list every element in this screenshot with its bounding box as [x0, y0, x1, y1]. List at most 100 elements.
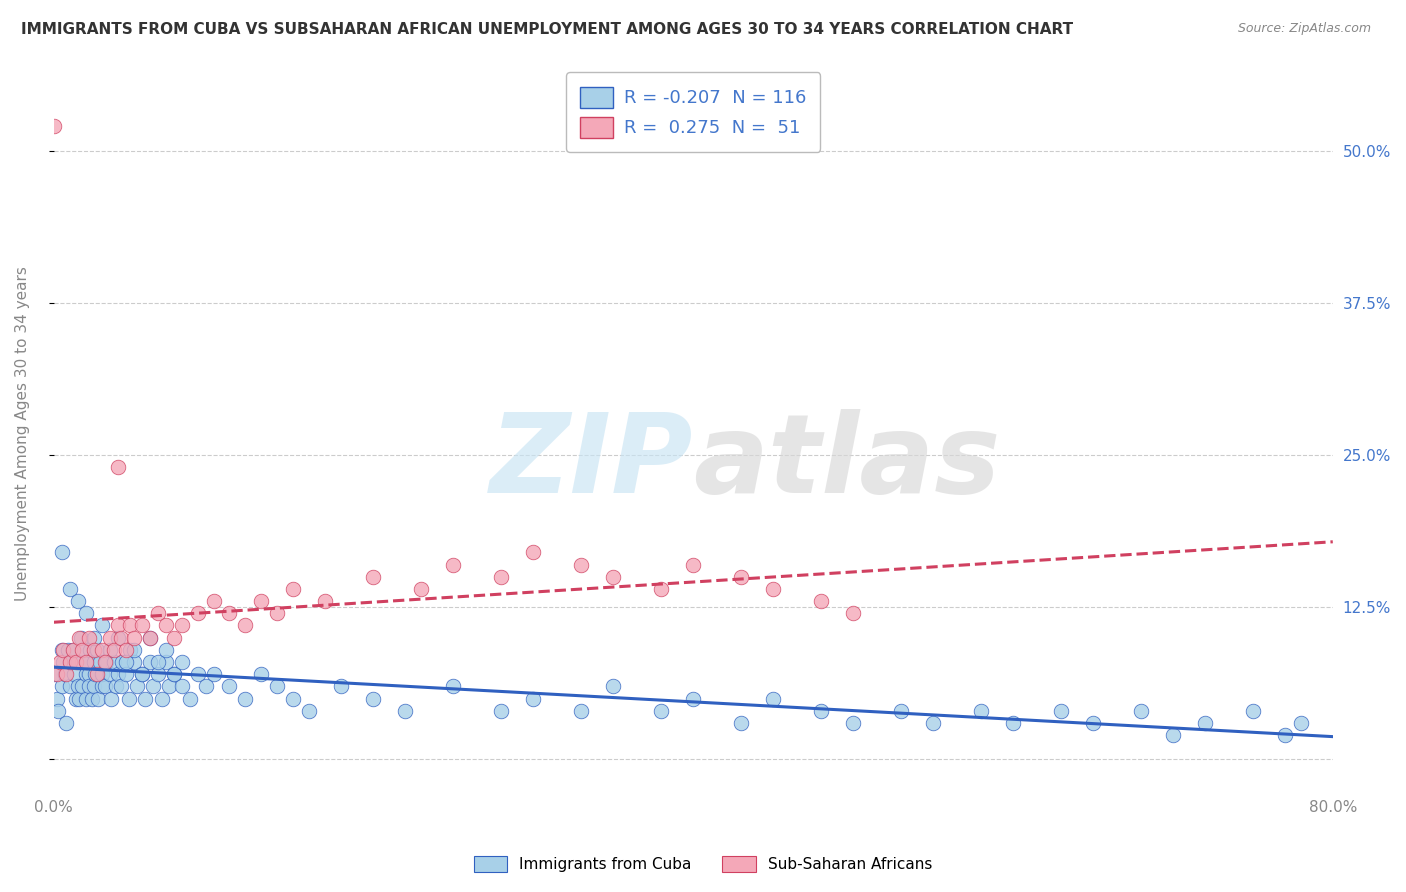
Point: [1001, 715, 1024, 730]
Point: [155, 618, 177, 632]
Point: [94, 655, 117, 669]
Point: [170, 679, 193, 693]
Legend: R = -0.207  N = 116, R =  0.275  N =  51: R = -0.207 N = 116, R = 0.275 N = 51: [565, 72, 821, 153]
Point: [114, 667, 136, 681]
Point: [103, 655, 125, 669]
Point: [650, 582, 672, 596]
Point: [157, 679, 180, 693]
Point: [56, 643, 79, 657]
Point: [122, 631, 145, 645]
Point: [87, 691, 110, 706]
Point: [150, 691, 173, 706]
Point: [63, 667, 86, 681]
Point: [170, 618, 193, 632]
Point: [142, 679, 165, 693]
Point: [77, 631, 100, 645]
Point: [114, 655, 136, 669]
Point: [66, 594, 89, 608]
Point: [51, 545, 73, 559]
Point: [1241, 704, 1264, 718]
Y-axis label: Unemployment Among Ages 30 to 34 years: Unemployment Among Ages 30 to 34 years: [15, 267, 30, 601]
Point: [83, 643, 105, 657]
Point: [363, 570, 385, 584]
Point: [1129, 704, 1152, 718]
Point: [72, 655, 94, 669]
Text: Source: ZipAtlas.com: Source: ZipAtlas.com: [1237, 22, 1371, 36]
Point: [52, 643, 75, 657]
Point: [569, 704, 592, 718]
Point: [650, 704, 672, 718]
Point: [59, 679, 82, 693]
Point: [394, 704, 416, 718]
Point: [90, 643, 112, 657]
Point: [138, 655, 160, 669]
Point: [522, 691, 544, 706]
Point: [66, 679, 89, 693]
Point: [75, 607, 97, 621]
Point: [602, 679, 624, 693]
Point: [922, 715, 945, 730]
Point: [146, 667, 169, 681]
Point: [96, 655, 118, 669]
Point: [1081, 715, 1104, 730]
Point: [266, 607, 288, 621]
Point: [62, 643, 84, 657]
Point: [69, 631, 91, 645]
Point: [52, 655, 75, 669]
Point: [79, 643, 101, 657]
Point: [66, 655, 89, 669]
Point: [202, 594, 225, 608]
Point: [1289, 715, 1312, 730]
Point: [194, 679, 217, 693]
Point: [314, 594, 336, 608]
Point: [120, 618, 142, 632]
Point: [73, 643, 96, 657]
Point: [65, 655, 87, 669]
Point: [155, 643, 177, 657]
Point: [602, 570, 624, 584]
Point: [730, 570, 752, 584]
Point: [762, 582, 785, 596]
Point: [80, 691, 103, 706]
Point: [138, 631, 160, 645]
Point: [283, 691, 305, 706]
Point: [1050, 704, 1073, 718]
Point: [162, 667, 184, 681]
Point: [59, 655, 82, 669]
Point: [411, 582, 433, 596]
Point: [330, 679, 353, 693]
Point: [155, 655, 177, 669]
Point: [842, 715, 865, 730]
Point: [98, 631, 121, 645]
Point: [122, 643, 145, 657]
Point: [682, 558, 704, 572]
Point: [77, 679, 100, 693]
Point: [970, 704, 993, 718]
Point: [107, 631, 129, 645]
Point: [120, 643, 142, 657]
Point: [107, 460, 129, 475]
Point: [235, 618, 257, 632]
Point: [762, 691, 785, 706]
Point: [67, 631, 90, 645]
Text: atlas: atlas: [693, 409, 1001, 516]
Point: [62, 643, 84, 657]
Legend: Immigrants from Cuba, Sub-Saharan Africans: Immigrants from Cuba, Sub-Saharan Africa…: [465, 848, 941, 880]
Point: [682, 691, 704, 706]
Point: [107, 667, 129, 681]
Point: [266, 679, 288, 693]
Point: [111, 655, 134, 669]
Point: [118, 691, 141, 706]
Point: [59, 655, 82, 669]
Point: [90, 679, 112, 693]
Point: [65, 691, 87, 706]
Point: [134, 691, 156, 706]
Point: [218, 679, 240, 693]
Point: [100, 691, 122, 706]
Point: [138, 631, 160, 645]
Point: [114, 643, 136, 657]
Point: [86, 643, 108, 657]
Point: [51, 643, 73, 657]
Point: [363, 691, 385, 706]
Point: [283, 582, 305, 596]
